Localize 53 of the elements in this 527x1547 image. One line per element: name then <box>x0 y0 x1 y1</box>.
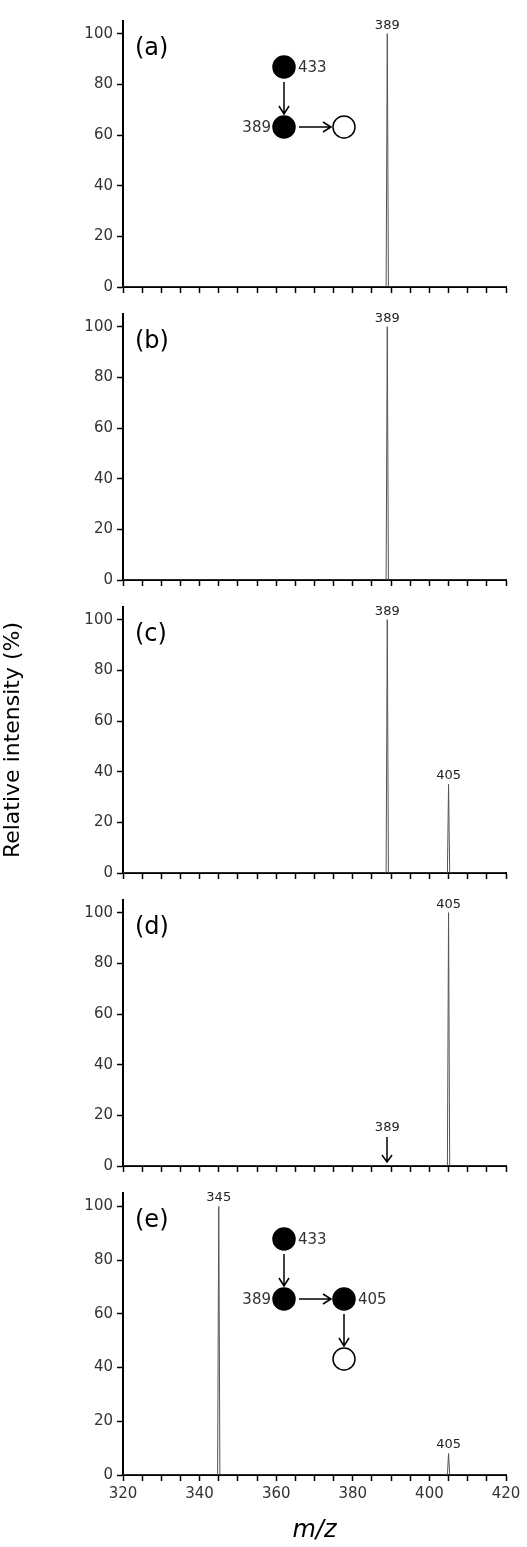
y-tick-label: 0 <box>103 862 113 881</box>
y-tick-label: 80 <box>93 74 113 93</box>
text: (b) <box>135 326 169 355</box>
y-tick-label: 60 <box>93 1303 113 1322</box>
y-tick-label: 40 <box>93 761 113 780</box>
text: (d) <box>135 912 169 941</box>
y-axis-title: Relative intensity (%) <box>0 621 24 859</box>
y-tick-label: 60 <box>93 710 113 729</box>
y-tick-label: 20 <box>93 812 113 831</box>
annotation: 389 <box>374 1118 400 1134</box>
annotation: 405 <box>436 895 461 911</box>
annotation: 389 <box>242 118 271 136</box>
annotation: 389 <box>374 16 400 32</box>
annotation: 405 <box>436 767 461 783</box>
x-axis-title: m/z <box>292 1514 338 1543</box>
text: (e) <box>135 1205 169 1234</box>
y-tick-label: 100 <box>84 23 113 42</box>
y-tick-label: 60 <box>93 124 113 143</box>
annotation: 389 <box>374 309 400 325</box>
annotation: 433 <box>297 58 327 76</box>
y-tick-label: 80 <box>93 660 113 679</box>
x-tick-label: 340 <box>185 1483 214 1502</box>
y-tick-label: 100 <box>84 609 113 628</box>
annotation: 405 <box>436 1436 461 1452</box>
y-tick-label: 60 <box>93 417 113 436</box>
x-tick-label: 400 <box>415 1483 444 1502</box>
y-tick-label: 20 <box>93 1411 113 1430</box>
annotation: 389 <box>374 602 400 618</box>
y-tick-label: 40 <box>93 1357 113 1376</box>
y-tick-label: 20 <box>93 226 113 245</box>
y-tick-label: 0 <box>103 1464 113 1483</box>
y-tick-label: 100 <box>84 1196 113 1215</box>
y-tick-label: 40 <box>93 1054 113 1073</box>
annotation: 345 <box>206 1189 232 1205</box>
x-tick-label: 320 <box>108 1483 138 1502</box>
y-tick-label: 60 <box>93 1003 113 1022</box>
y-tick-label: 80 <box>93 1250 113 1269</box>
y-tick-label: 40 <box>93 468 113 487</box>
y-tick-label: 0 <box>103 569 113 588</box>
y-tick-label: 80 <box>93 953 113 972</box>
y-tick-label: 40 <box>93 175 113 194</box>
y-tick-label: 80 <box>93 367 113 386</box>
y-tick-label: 20 <box>93 519 113 538</box>
y-tick-label: 20 <box>93 1105 113 1124</box>
y-tick-label: 100 <box>84 316 113 335</box>
y-tick-label: 100 <box>84 902 113 921</box>
y-tick-label: 0 <box>103 276 113 295</box>
x-tick-label: 380 <box>338 1483 368 1502</box>
x-tick-label: 360 <box>261 1483 291 1502</box>
text: (c) <box>135 619 167 648</box>
text: (a) <box>135 33 169 62</box>
x-tick-label: 420 <box>491 1483 521 1502</box>
y-tick-label: 0 <box>103 1155 113 1174</box>
